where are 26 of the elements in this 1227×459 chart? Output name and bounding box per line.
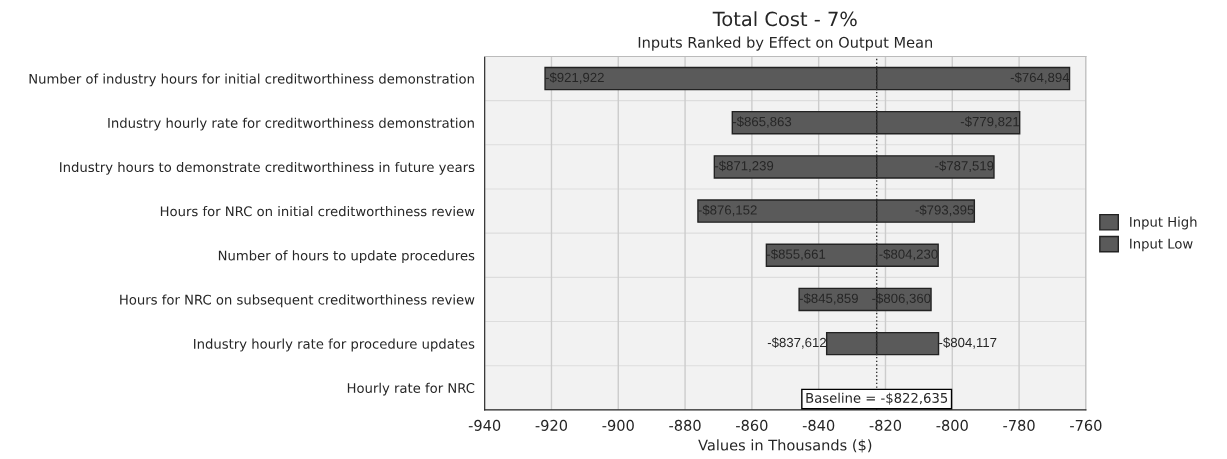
x-axis-title: Values in Thousands ($) bbox=[698, 439, 872, 453]
x-tick-label: -920 bbox=[535, 419, 568, 431]
ref-line-label: Baseline = -$822,635 bbox=[806, 392, 948, 405]
x-tick-label: -800 bbox=[936, 419, 968, 431]
y-tick-label: Hourly rate for NRC bbox=[347, 382, 475, 396]
y-tick-label: Industry hours to demonstrate creditworthiness in future years bbox=[60, 161, 475, 175]
y-tick-label: Industry hourly rate for creditworthiness demonstration bbox=[108, 117, 474, 131]
x-tick-label: -780 bbox=[1003, 419, 1035, 431]
chart-subtitle: Inputs Ranked by Effect on Output Mean bbox=[638, 36, 933, 51]
y-tick-label: Industry hourly rate for procedure updates bbox=[194, 338, 475, 352]
y-tick-label: Hours for NRC on initial creditworthiness review bbox=[160, 206, 475, 217]
x-tick-label: -840 bbox=[802, 419, 835, 431]
annotation: -$804,117 bbox=[939, 337, 997, 349]
y-tick-label: Number of industry hours for initial creditworthiness demonstration bbox=[29, 73, 474, 87]
legend-label: Input High bbox=[1130, 216, 1197, 230]
chart-title: Total Cost - 7% bbox=[712, 11, 857, 27]
y-tick-label: Number of hours to update procedures bbox=[218, 250, 475, 264]
x-tick-label: -900 bbox=[602, 419, 634, 431]
x-tick-label: -760 bbox=[1070, 419, 1102, 431]
annotation: -$837,612 bbox=[767, 337, 826, 349]
x-tick-label: -860 bbox=[736, 419, 768, 431]
legend-label: Input Low bbox=[1130, 238, 1193, 252]
x-tick-label: -880 bbox=[669, 419, 701, 431]
x-tick-label: -820 bbox=[869, 419, 902, 431]
x-tick-label: -940 bbox=[468, 419, 501, 431]
y-tick-label: Hours for NRC on subsequent creditworthiness review bbox=[120, 294, 475, 308]
